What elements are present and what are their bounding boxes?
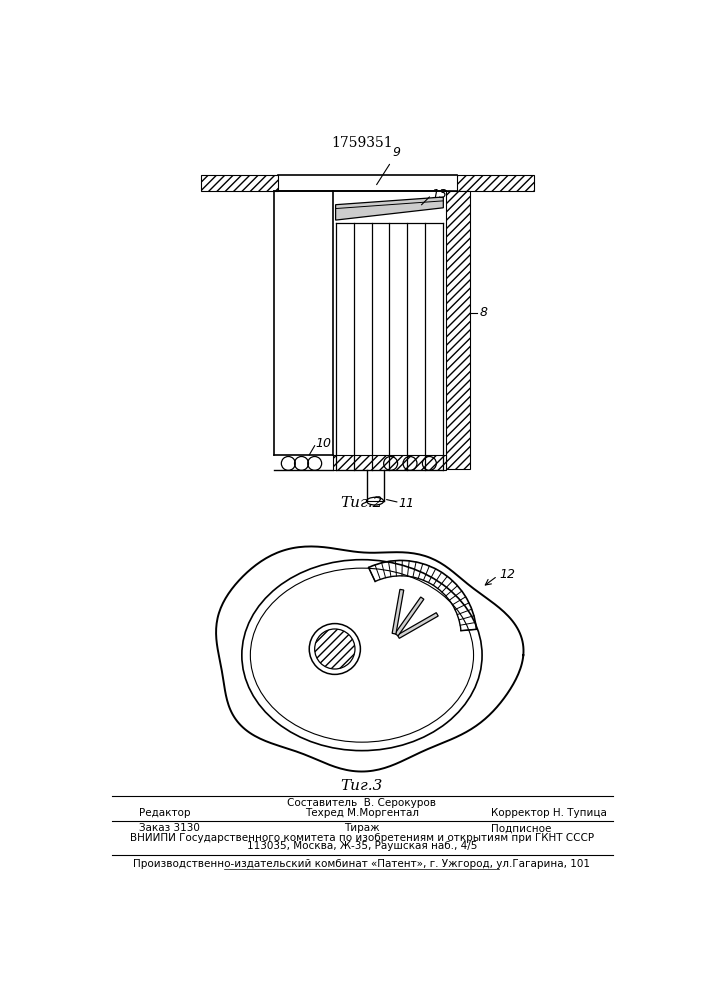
Text: Редактор: Редактор — [139, 808, 190, 818]
Bar — [332, 455, 446, 470]
Text: 1759351: 1759351 — [331, 136, 393, 150]
Polygon shape — [336, 197, 443, 220]
Text: Техред М.Моргентал: Техред М.Моргентал — [305, 808, 419, 818]
Circle shape — [309, 624, 361, 674]
Polygon shape — [392, 589, 404, 634]
Bar — [446, 191, 469, 469]
Text: Τиг.2: Τиг.2 — [341, 496, 383, 510]
Text: Заказ 3130: Заказ 3130 — [139, 823, 199, 833]
Text: Составитель  В. Серокуров: Составитель В. Серокуров — [288, 798, 436, 808]
Text: 8: 8 — [480, 306, 488, 319]
Text: 12: 12 — [499, 568, 515, 581]
Text: Производственно-издательский комбинат «Патент», г. Ужгород, ул.Гагарина, 101: Производственно-издательский комбинат «П… — [134, 859, 590, 869]
Text: Тираж: Тираж — [344, 823, 380, 833]
Text: 9: 9 — [377, 146, 401, 185]
Text: 13: 13 — [432, 188, 448, 201]
Text: Подписное: Подписное — [491, 823, 551, 833]
Bar — [201, 175, 279, 191]
Polygon shape — [397, 613, 438, 638]
Circle shape — [315, 629, 355, 669]
Text: Корректор Н. Тупица: Корректор Н. Тупица — [491, 808, 607, 818]
Text: 113035, Москва, Ж-35, Раушская наб., 4/5: 113035, Москва, Ж-35, Раушская наб., 4/5 — [247, 841, 477, 851]
Text: ВНИИПИ Государственного комитета по изобретениям и открытиям при ГКНТ СССР: ВНИИПИ Государственного комитета по изоб… — [130, 833, 594, 843]
Text: 11: 11 — [398, 497, 414, 510]
Bar — [457, 175, 534, 191]
Text: 10: 10 — [315, 437, 332, 450]
Polygon shape — [395, 597, 424, 636]
Text: Τиг.3: Τиг.3 — [341, 779, 383, 793]
